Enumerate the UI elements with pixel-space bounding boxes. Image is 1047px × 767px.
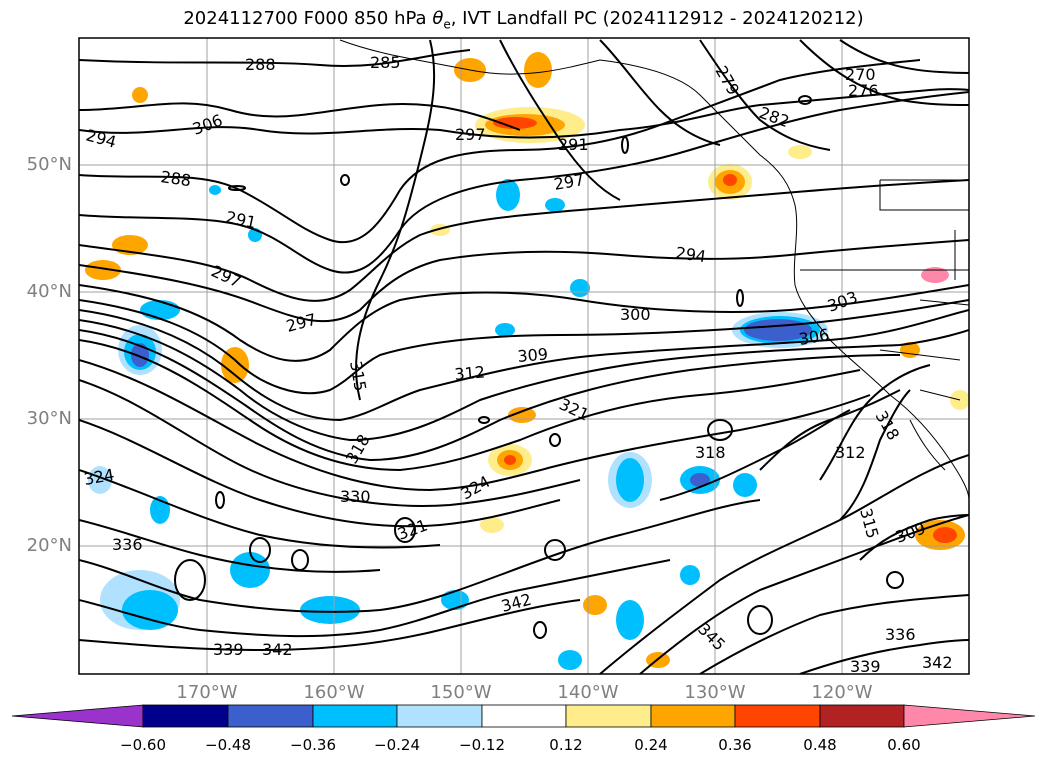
lon-label: 120°W (811, 682, 873, 703)
contour-label: 276 (848, 81, 879, 100)
shade-neg (300, 596, 360, 624)
contour-label: 312 (835, 443, 866, 462)
lon-label: 160°W (303, 682, 365, 703)
shade-neg (616, 458, 644, 502)
colorbar-tick: −0.36 (290, 736, 336, 754)
map-title: 2024112700 F000 850 hPa θe, IVT Landfall… (0, 8, 1047, 32)
shade-neg (733, 473, 757, 497)
colorbar-tick: −0.60 (120, 736, 166, 754)
contour-label: 339 (850, 657, 881, 676)
closed-contours (174, 95, 904, 639)
colorbar-tick: 0.48 (803, 736, 837, 754)
shade-pos (493, 117, 537, 129)
colorbar-tick: 0.24 (634, 736, 668, 754)
shade-pos (723, 174, 737, 186)
colorbar (11, 704, 1036, 728)
contour-label: 309 (517, 344, 549, 366)
shade-neg (441, 590, 469, 610)
shade-pos (85, 260, 121, 280)
shade-pos (504, 455, 516, 465)
title-prefix: 2024112700 F000 850 hPa (183, 8, 433, 29)
contour-label: 312 (454, 362, 486, 384)
shade-pos (524, 52, 552, 88)
contour-label: 336 (885, 625, 916, 644)
shade-neg (690, 473, 710, 487)
shade-neg (680, 565, 700, 585)
shade-neg (495, 323, 515, 337)
contour-label: 270 (845, 65, 876, 84)
colorbar-bin (396, 704, 483, 728)
contour-label: 300 (620, 305, 651, 324)
shade-neg (131, 343, 149, 367)
title-suffix: , IVT Landfall PC (2024112912 - 20241202… (450, 8, 864, 29)
shade-neg (496, 179, 520, 211)
contour-label: 336 (112, 535, 143, 554)
lat-label: 20°N (26, 535, 72, 556)
colorbar-bin (819, 704, 905, 728)
colorbar-bin (142, 704, 229, 728)
colorbar-tick: 0.60 (887, 736, 921, 754)
shade-pos (583, 595, 607, 615)
colorbar-tick: −0.48 (205, 736, 251, 754)
contour-label: 339 (213, 640, 244, 659)
contour-label: 285 (370, 53, 401, 72)
shade-pos (221, 347, 249, 383)
shade-neg (122, 590, 178, 630)
contour-label: 291 (558, 135, 589, 154)
contour-label: 318 (695, 443, 726, 462)
lon-label: 130°W (684, 682, 746, 703)
colorbar-bin (734, 704, 821, 728)
title-theta: θ (432, 8, 444, 29)
shade-pos (921, 267, 949, 283)
shade-neg (230, 552, 270, 588)
contour-label: 342 (922, 653, 953, 672)
colorbar-tick: −0.12 (459, 736, 505, 754)
shade-neg (616, 600, 644, 640)
colorbar-bin (565, 704, 652, 728)
colorbar-bin (227, 704, 314, 728)
lat-label: 50°N (26, 154, 72, 175)
colorbar-extend-max (903, 704, 1036, 728)
shade-pos (132, 87, 148, 103)
colorbar-tick: 0.12 (549, 736, 583, 754)
contour-label: 330 (340, 487, 371, 506)
colorbar-tick: 0.36 (718, 736, 752, 754)
shade-neg (558, 650, 582, 670)
lat-label: 30°N (26, 408, 72, 429)
map-frame (78, 37, 970, 675)
shade-pos (788, 145, 812, 159)
theta-e-contours (79, 39, 969, 674)
shade-neg (545, 198, 565, 212)
shade-neg (209, 185, 221, 195)
shade-neg (88, 466, 112, 494)
contour-label: 342 (262, 640, 293, 659)
title-sub: e (443, 17, 451, 32)
contour-label: 294 (674, 243, 707, 266)
lon-label: 150°W (430, 682, 492, 703)
shade-neg (140, 300, 180, 320)
lon-label: 170°W (176, 682, 238, 703)
colorbar-extend-min (11, 704, 144, 728)
colorbar-bin (650, 704, 736, 728)
shading-layer (85, 52, 969, 670)
shade-neg (570, 279, 590, 297)
lat-label: 40°N (26, 281, 72, 302)
colorbar-bin (312, 704, 398, 728)
contour-label: 288 (159, 167, 192, 190)
colorbar-tick: −0.24 (374, 736, 420, 754)
contour-label: 297 (455, 125, 486, 144)
contour-label: 288 (245, 55, 276, 74)
colorbar-bin (481, 704, 567, 728)
lon-label: 140°W (557, 682, 619, 703)
shade-pos (933, 527, 957, 543)
shade-pos (480, 517, 504, 533)
